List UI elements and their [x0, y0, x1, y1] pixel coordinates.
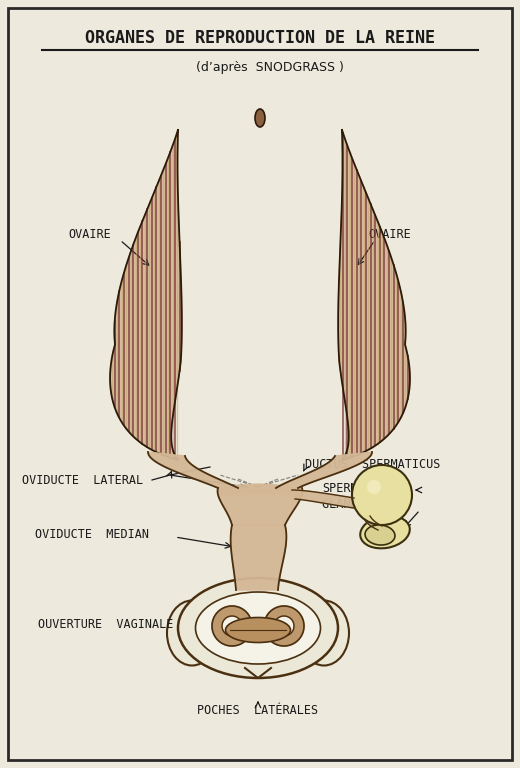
Polygon shape	[148, 452, 238, 488]
Circle shape	[352, 465, 412, 525]
Circle shape	[367, 480, 381, 494]
Text: POCHES  LATÉRALES: POCHES LATÉRALES	[198, 703, 319, 717]
Polygon shape	[110, 130, 182, 460]
Polygon shape	[266, 606, 304, 646]
Text: DUCTUS  SPERMATICUS: DUCTUS SPERMATICUS	[305, 458, 440, 471]
Polygon shape	[292, 490, 354, 508]
Polygon shape	[218, 484, 298, 495]
Text: (d’après  SNODGRASS ): (d’après SNODGRASS )	[196, 61, 344, 74]
Ellipse shape	[167, 601, 217, 666]
Ellipse shape	[299, 601, 349, 666]
Text: OVAIRE: OVAIRE	[368, 229, 411, 241]
Polygon shape	[217, 488, 303, 525]
Ellipse shape	[255, 109, 265, 127]
Ellipse shape	[360, 515, 410, 548]
Text: ORGANES DE REPRODUCTION DE LA REINE: ORGANES DE REPRODUCTION DE LA REINE	[85, 29, 435, 47]
Ellipse shape	[226, 617, 291, 643]
Polygon shape	[212, 606, 250, 646]
Text: OUVERTURE  VAGINALE: OUVERTURE VAGINALE	[38, 618, 173, 631]
Text: GLANDE  en Y: GLANDE en Y	[322, 498, 408, 511]
Ellipse shape	[196, 592, 320, 664]
Polygon shape	[231, 525, 287, 590]
Ellipse shape	[178, 578, 338, 678]
Polygon shape	[338, 130, 410, 460]
Text: OVAIRE: OVAIRE	[68, 229, 111, 241]
Text: OVIDUCTE  MEDIAN: OVIDUCTE MEDIAN	[35, 528, 149, 541]
Ellipse shape	[365, 525, 395, 545]
Text: SPERMATHEQUE: SPERMATHEQUE	[322, 482, 408, 495]
Text: OVIDUCTE  LATERAL: OVIDUCTE LATERAL	[22, 474, 143, 486]
Polygon shape	[276, 452, 372, 488]
Polygon shape	[365, 516, 382, 530]
